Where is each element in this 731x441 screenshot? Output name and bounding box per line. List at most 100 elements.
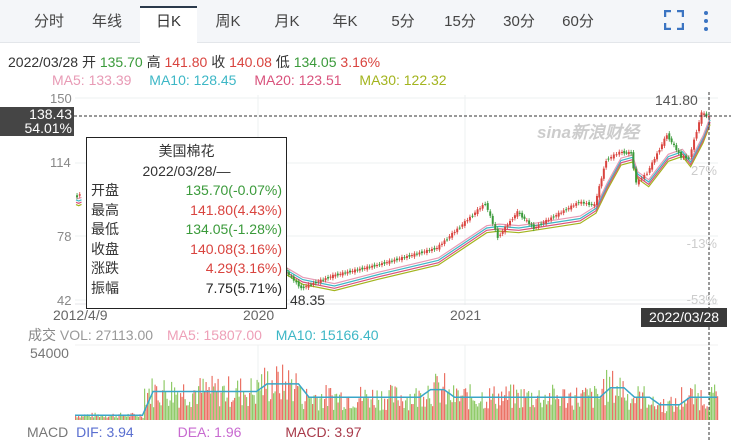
volume-bar — [372, 389, 374, 420]
tab-weekly-k[interactable]: 周K — [215, 13, 241, 30]
macd-label: MACD — [27, 424, 69, 440]
tab-15min[interactable]: 15分 — [444, 13, 476, 30]
candle-body — [353, 269, 356, 273]
volume-bar — [336, 393, 338, 420]
candle-body — [287, 272, 290, 275]
volume-bar — [156, 386, 158, 420]
candle-body — [339, 273, 342, 275]
volume-bar — [474, 400, 476, 420]
tab-30min[interactable]: 30分 — [503, 13, 535, 30]
tab-monthly-k[interactable]: 月K — [274, 13, 300, 30]
candle-body — [580, 201, 583, 204]
volume-bar — [616, 386, 618, 420]
volume-bar — [703, 404, 705, 420]
volume-bar — [430, 403, 432, 420]
volume-value: VOL: 27113.00 — [59, 327, 154, 343]
candle-body — [292, 276, 295, 281]
tab-yearly-k[interactable]: 年K — [332, 13, 358, 30]
volume-bar — [87, 414, 89, 420]
volume-bar — [556, 395, 558, 420]
volume-bar — [670, 396, 672, 420]
candle-body — [405, 256, 408, 258]
volume-bar — [292, 401, 294, 420]
tab-intraday[interactable]: 分时 — [33, 13, 64, 30]
candle-body — [618, 151, 621, 155]
volume-bar — [490, 399, 492, 420]
volume-bar — [376, 390, 378, 420]
candle-body — [499, 234, 502, 236]
candle-body — [420, 251, 423, 254]
volume-bar — [438, 382, 440, 420]
volume-bar — [240, 378, 242, 420]
volume-bar — [235, 388, 237, 420]
volume-bar — [553, 388, 555, 420]
volume-bar — [313, 395, 315, 420]
volume-bar — [540, 402, 542, 420]
tooltip-row: 最低 134.05(-1.28%) — [87, 220, 286, 240]
candle-body — [443, 240, 446, 245]
fullscreen-icon[interactable] — [664, 10, 684, 30]
volume-bar — [708, 410, 710, 420]
candle-body — [668, 133, 671, 140]
volume-bar — [402, 401, 404, 420]
volume-bar — [466, 392, 468, 420]
volume-bar — [199, 378, 201, 420]
candle-body — [317, 281, 320, 283]
candle-body — [635, 168, 638, 183]
candle-body — [645, 173, 648, 175]
volume-bar — [133, 413, 135, 420]
candle-body — [295, 280, 298, 283]
volume-bar — [411, 404, 413, 420]
volume-bar — [426, 399, 428, 420]
tooltip-row: 振幅 7.75(5.71%) — [87, 279, 286, 299]
candle-body — [565, 209, 568, 211]
volume-bar — [261, 374, 263, 420]
volume-bar — [76, 417, 78, 420]
volume-bar — [135, 414, 137, 420]
volume-bar — [147, 392, 149, 420]
candle-body — [627, 151, 630, 155]
candle-body — [653, 159, 656, 163]
tab-yearline[interactable]: 年线 — [91, 13, 122, 30]
volume-bar — [705, 408, 707, 420]
volume-bar — [442, 386, 444, 420]
volume-bar — [309, 398, 311, 420]
candle-body — [474, 212, 477, 215]
volume-bar — [186, 405, 188, 420]
candle-body — [324, 278, 327, 281]
ma30-line — [75, 203, 82, 207]
volume-bar — [181, 396, 183, 420]
candle-body — [585, 203, 588, 205]
volume-bar — [526, 392, 528, 420]
candle-body — [307, 284, 310, 288]
y-tick-label: 150 — [50, 91, 72, 106]
volume-bar — [588, 395, 590, 420]
more-vertical-icon[interactable] — [703, 10, 709, 32]
volume-bar — [138, 416, 140, 420]
candle-body — [675, 145, 678, 151]
volume-bar — [498, 393, 500, 420]
volume-bar — [606, 369, 608, 420]
candle-body — [446, 239, 449, 241]
volume-bar — [183, 384, 185, 420]
tab-5min[interactable]: 5分 — [391, 13, 415, 30]
candle-body — [461, 224, 464, 227]
period-tabs: 分时 年线 日K 周K 月K 年K 5分 15分 30分 60分 — [0, 0, 731, 44]
volume-bar — [315, 394, 317, 420]
candle-body — [334, 274, 337, 277]
tab-daily-k[interactable]: 日K — [140, 6, 197, 44]
volume-bar — [597, 393, 599, 420]
candle-body — [388, 260, 391, 264]
tab-60min[interactable]: 60分 — [562, 13, 594, 30]
high-label: 高 — [146, 54, 161, 70]
candle-body — [593, 204, 596, 207]
change-pct: 3.16% — [340, 54, 381, 70]
candle-body — [707, 116, 710, 118]
volume-bar — [615, 395, 617, 420]
candle-body — [336, 273, 339, 276]
volume-bar — [693, 404, 695, 420]
x-tick-label: 2020 — [243, 307, 275, 323]
volume-bar — [82, 416, 84, 420]
volume-bar — [105, 416, 107, 420]
